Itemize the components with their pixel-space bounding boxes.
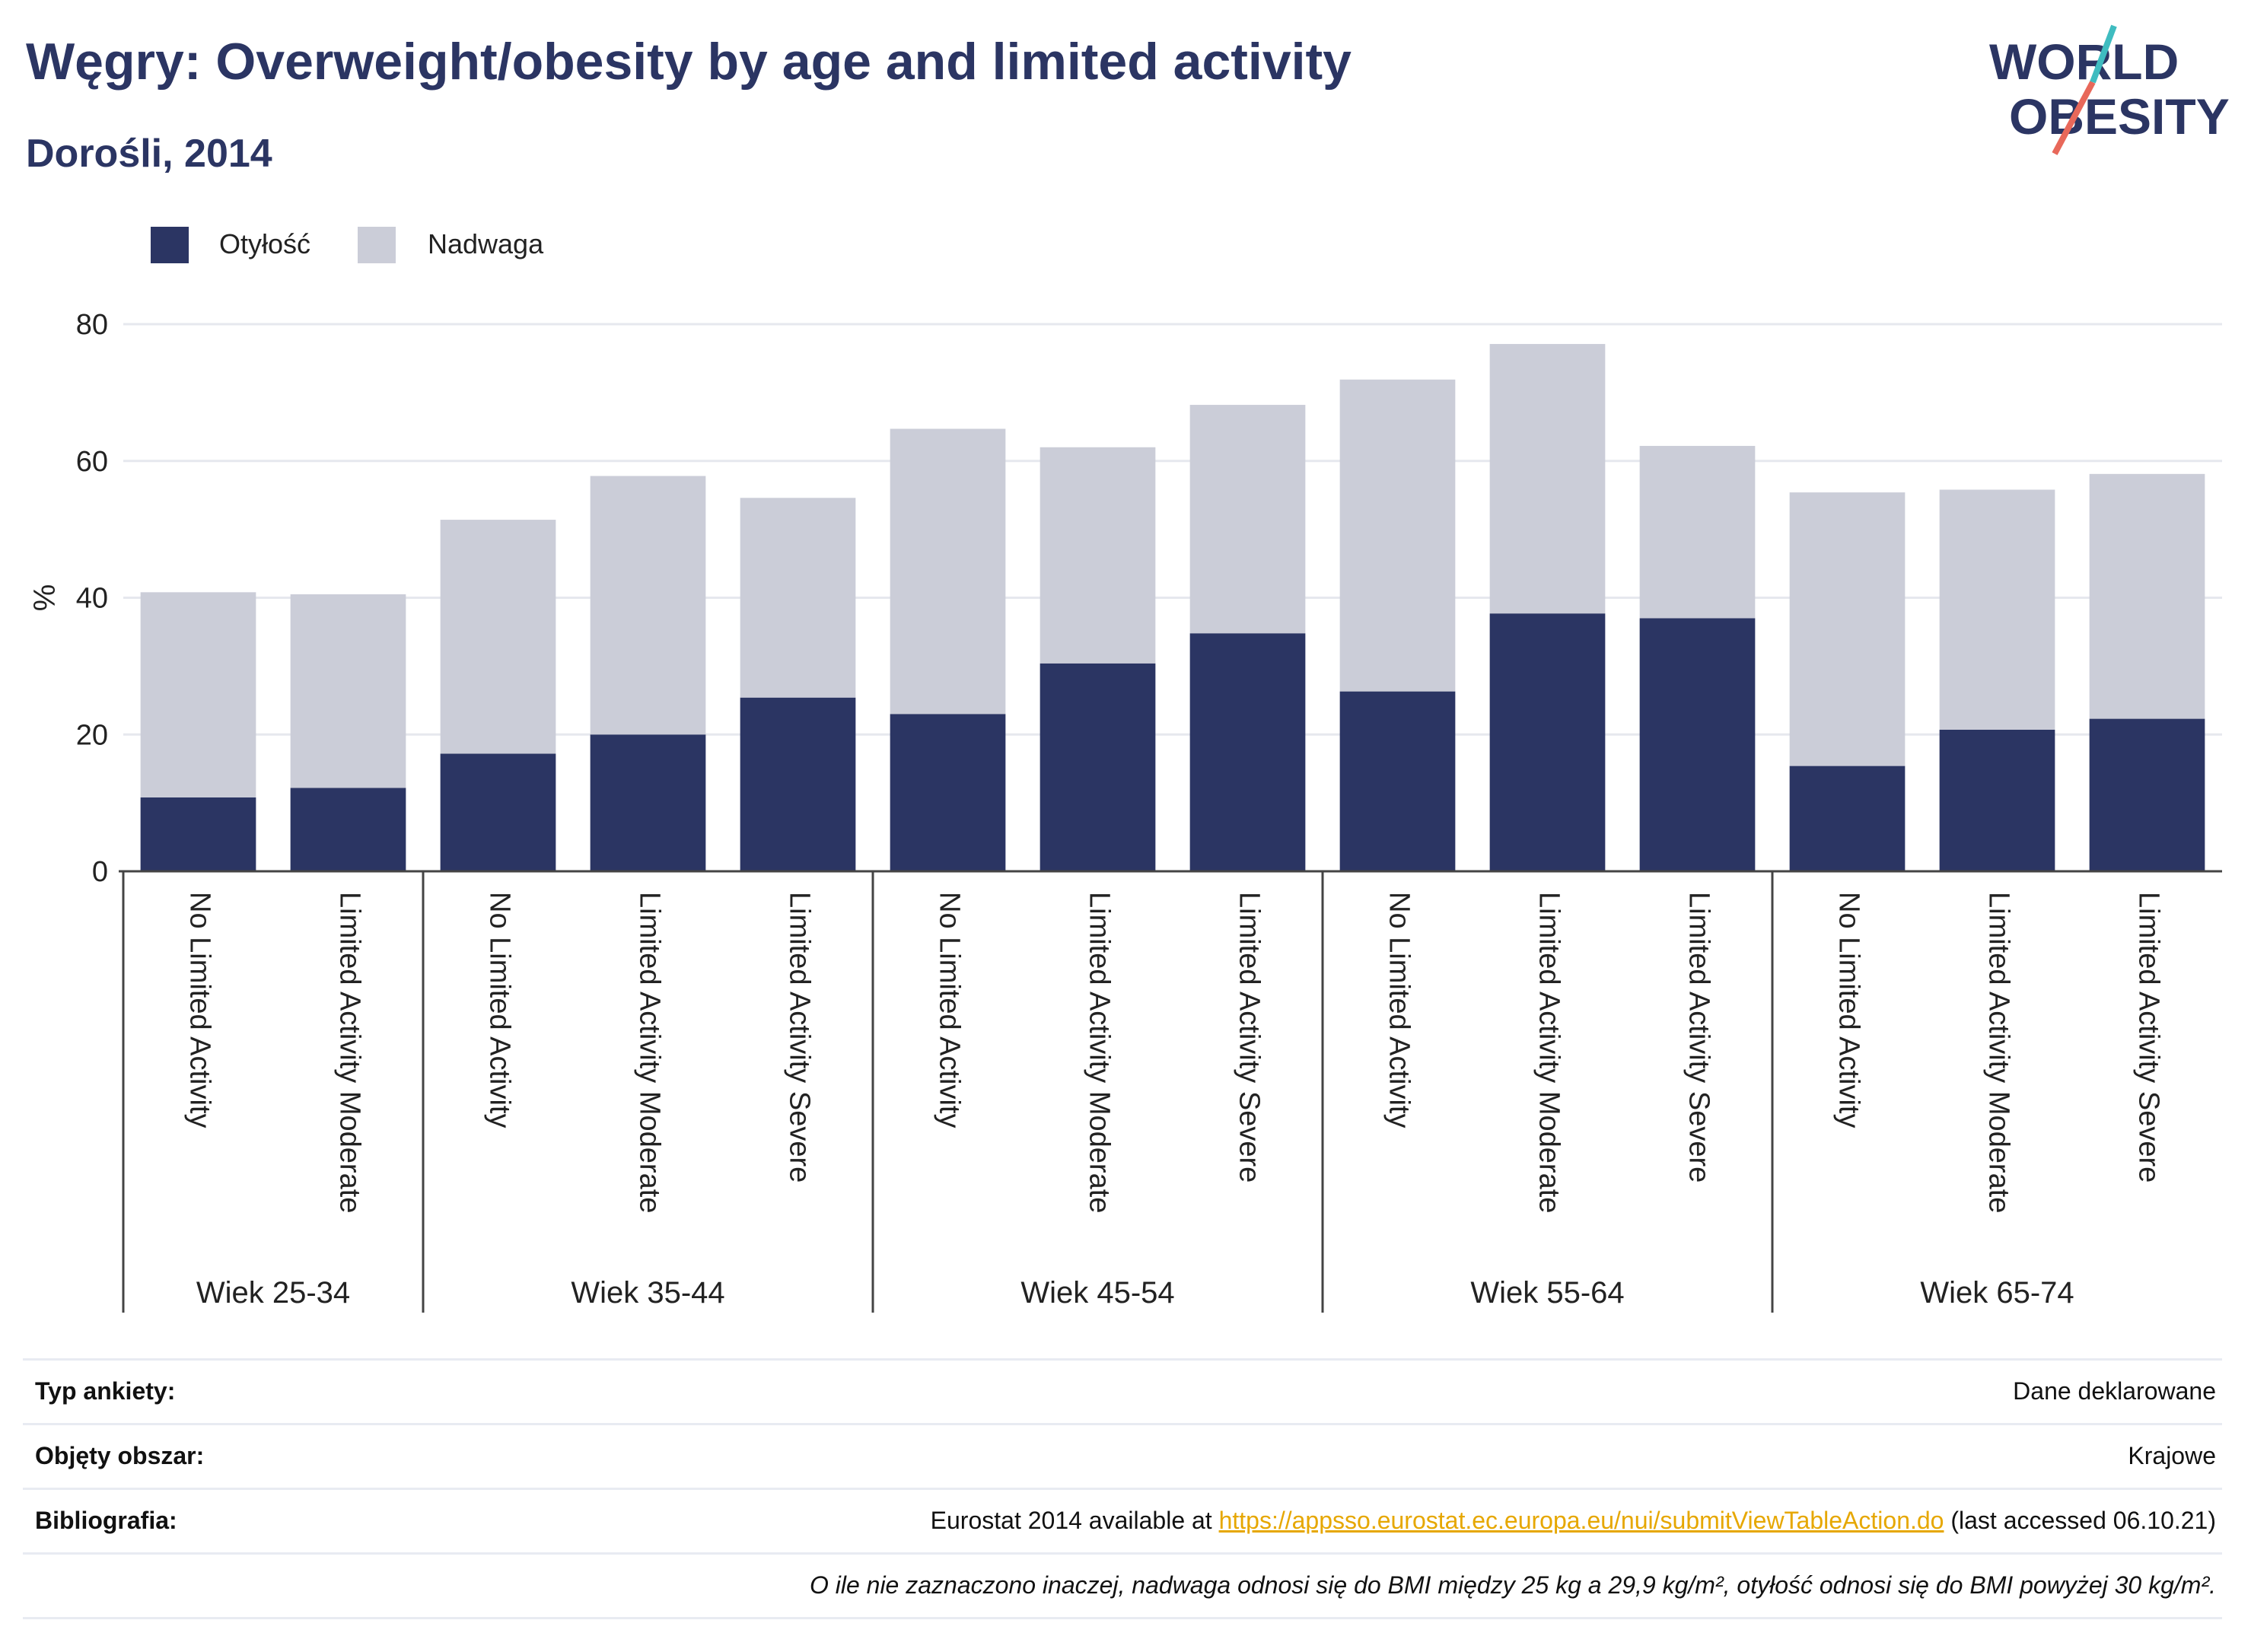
x-category-label: Limited Activity Severe xyxy=(2132,892,2164,1183)
x-category-label: No Limited Activity xyxy=(183,892,215,1128)
bar-obesity xyxy=(890,714,1006,871)
bar-overweight xyxy=(890,428,1006,715)
x-group-label: Wiek 65-74 xyxy=(1920,1276,2074,1310)
bar-overweight xyxy=(440,520,556,754)
x-category-label: Limited Activity Moderate xyxy=(1083,892,1115,1213)
info-row-bibliography: Bibliografia: Eurostat 2014 available at… xyxy=(23,1488,2222,1552)
y-tick-label: 60 xyxy=(76,446,108,478)
bar-obesity xyxy=(140,797,256,871)
bar-obesity xyxy=(440,753,556,871)
area-value: Krajowe xyxy=(2128,1442,2216,1469)
y-tick-label: 40 xyxy=(76,583,108,615)
bibliography-value: Eurostat 2014 available at https://appss… xyxy=(931,1507,2216,1535)
page-title: Węgry: Overweight/obesity by age and lim… xyxy=(26,33,1352,91)
survey-type-value: Dane deklarowane xyxy=(2013,1377,2216,1405)
bar-overweight xyxy=(1189,405,1306,634)
bar-overweight xyxy=(140,592,256,797)
x-group-label: Wiek 45-54 xyxy=(1020,1276,1174,1310)
x-category-label: Limited Activity Severe xyxy=(1683,892,1715,1183)
area-label: Objęty obszar: xyxy=(35,1442,205,1469)
x-category-label: Limited Activity Moderate xyxy=(633,892,665,1213)
bar-overweight xyxy=(590,476,706,735)
logo-line1: WORLD xyxy=(1989,33,2179,90)
bar-overweight xyxy=(1339,379,1456,692)
bar-overweight xyxy=(1489,344,1606,614)
bar-overweight xyxy=(740,498,856,698)
bar-obesity xyxy=(1339,691,1456,871)
legend-label-obesity: Otyłość xyxy=(219,228,311,259)
bibliography-link[interactable]: https://appsso.eurostat.ec.europa.eu/nui… xyxy=(1218,1507,1944,1534)
x-category-label: No Limited Activity xyxy=(483,892,515,1128)
info-row-survey: Typ ankiety: Dane deklarowane xyxy=(23,1358,2222,1423)
legend-label-overweight: Nadwaga xyxy=(428,228,544,259)
logo-line2: OBESITY xyxy=(2009,88,2230,145)
bar-obesity xyxy=(1939,729,2055,871)
page-subtitle: Dorośli, 2014 xyxy=(26,132,272,176)
bar-overweight xyxy=(290,594,406,788)
bar-obesity xyxy=(1789,766,1906,871)
world-obesity-logo: WORLD OBESITY xyxy=(1979,20,2237,164)
bar-obesity xyxy=(740,697,856,871)
y-tick-label: 80 xyxy=(76,309,108,341)
x-category-label: Limited Activity Moderate xyxy=(1982,892,2014,1213)
bar-obesity xyxy=(1489,613,1606,871)
x-category-label: No Limited Activity xyxy=(933,892,965,1128)
bar-obesity xyxy=(2089,718,2205,871)
bar-overweight xyxy=(1789,492,1906,766)
bar-overweight xyxy=(1040,447,1156,664)
x-category-label: Limited Activity Severe xyxy=(1233,892,1265,1183)
bar-obesity xyxy=(290,788,406,871)
bar-obesity xyxy=(1040,663,1156,871)
bar-obesity xyxy=(1639,618,1756,871)
bar-overweight xyxy=(1639,445,1756,619)
info-row-area: Objęty obszar: Krajowe xyxy=(23,1423,2222,1488)
x-category-label: No Limited Activity xyxy=(1832,892,1864,1128)
bibliography-prefix: Eurostat 2014 available at xyxy=(930,1507,1219,1534)
info-table: Typ ankiety: Dane deklarowane Objęty obs… xyxy=(23,1358,2222,1619)
x-group-label: Wiek 35-44 xyxy=(571,1276,724,1310)
y-tick-label: 0 xyxy=(92,856,108,888)
stacked-bar-chart: 0 20 40 60 80% No Limited Activity Limited Act… xyxy=(28,309,2222,1313)
survey-type-label: Typ ankiety: xyxy=(35,1377,176,1405)
bibliography-label: Bibliografia: xyxy=(35,1507,177,1534)
legend-swatch-obesity xyxy=(151,227,189,263)
legend-swatch-overweight xyxy=(358,227,396,263)
x-group-label: Wiek 25-34 xyxy=(196,1276,350,1310)
bar-overweight xyxy=(2089,473,2205,719)
info-row-note: O ile nie zaznaczono inaczej, nadwaga od… xyxy=(23,1552,2222,1619)
y-tick-label: 20 xyxy=(76,719,108,751)
x-category-label: No Limited Activity xyxy=(1383,892,1415,1128)
x-group-label: Wiek 55-64 xyxy=(1470,1276,1624,1310)
definition-note: O ile nie zaznaczono inaczej, nadwaga od… xyxy=(809,1571,2216,1599)
x-category-label: Limited Activity Severe xyxy=(783,892,815,1183)
bar-overweight xyxy=(1939,489,2055,730)
x-category-label: Limited Activity Moderate xyxy=(333,892,365,1213)
bar-obesity xyxy=(1189,633,1306,871)
y-axis-label: % xyxy=(28,584,62,612)
x-category-label: Limited Activity Moderate xyxy=(1533,892,1565,1213)
bar-obesity xyxy=(590,734,706,871)
bibliography-suffix: (last accessed 06.10.21) xyxy=(1944,1507,2216,1534)
